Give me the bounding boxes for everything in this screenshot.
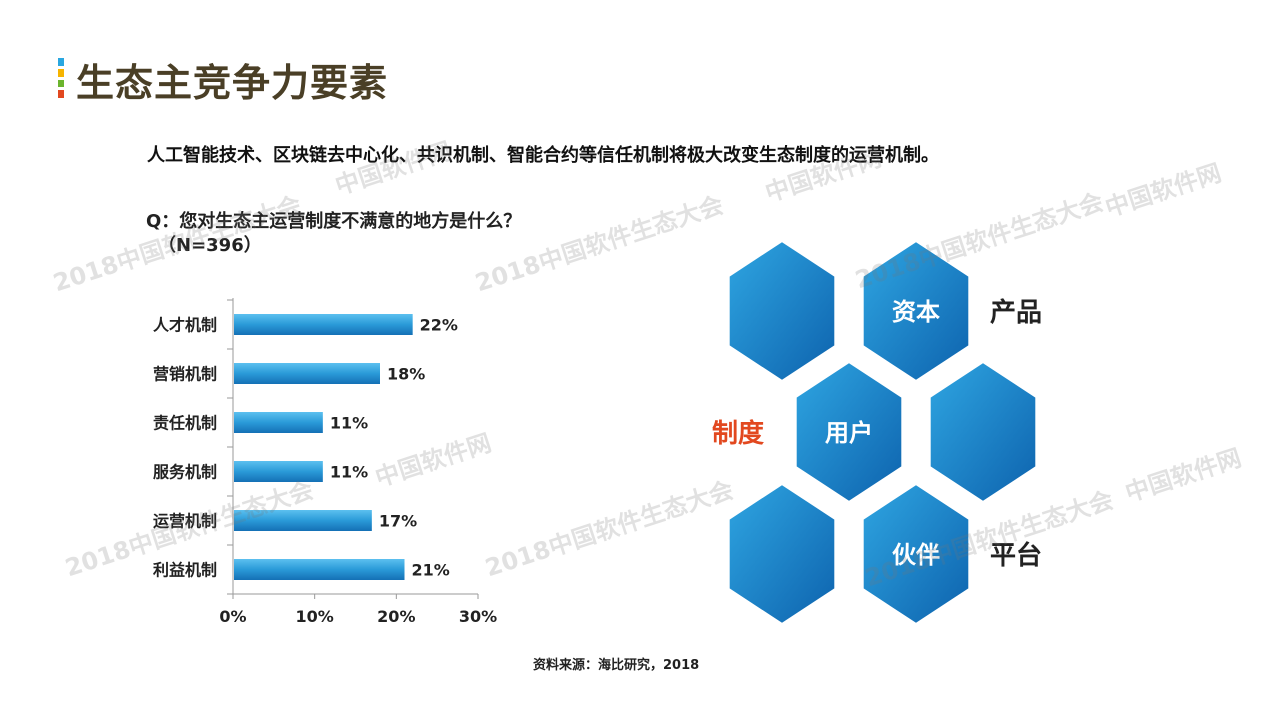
category-label: 利益机制 [153,561,217,580]
x-tick-label: 30% [459,607,497,626]
category-label: 责任机制 [153,414,217,433]
bar [234,461,323,482]
data-label: 11% [330,463,368,482]
accent-segment-green [58,79,64,88]
question-text: Q：您对生态主运营制度不满意的地方是什么？ [146,211,522,232]
hexagon [928,360,1038,504]
hex-label: 伙伴 [892,541,940,569]
data-label: 18% [387,365,425,384]
hexagon [727,482,837,626]
accent-segment-blue [58,58,64,66]
category-label: 人才机制 [153,316,217,335]
hexagon [861,239,971,383]
data-label: 22% [420,316,458,335]
category-label: 营销机制 [153,365,217,384]
page-title: 生态主竞争力要素 [76,61,389,105]
watermark-6: 中国软件网 [1101,158,1225,223]
side-label: 产品 [990,298,1042,328]
side-label: 平台 [990,540,1042,571]
x-tick-label: 0% [219,607,246,626]
data-source: 资料来源：海比研究，2018 [533,658,700,673]
hex-label: 资本 [892,298,940,326]
data-label: 17% [379,512,417,531]
hex-label: 用户 [825,419,873,447]
x-tick-label: 20% [377,607,415,626]
bar [234,363,380,384]
side-label: 制度 [712,418,764,449]
category-label: 运营机制 [153,512,217,531]
page-subtitle: 人工智能技术、区块链去中心化、共识机制、智能合约等信任机制将极大改变生态制度的运… [147,145,939,166]
bar [234,412,323,433]
hexagon [727,239,837,383]
watermark-10: 中国软件网 [1121,443,1245,508]
hexagon [794,360,904,504]
category-label: 服务机制 [153,463,217,482]
bar [234,559,405,580]
hexagon [861,482,971,626]
sample-size: （N=396） [158,235,262,256]
survey-question: Q：您对生态主运营制度不满意的地方是什么？ （N=396） [146,210,521,258]
bar [234,510,372,531]
x-tick-label: 10% [296,607,334,626]
bar [234,314,413,335]
bar-chart: 人才机制 22% 营销机制 18% 责任机制 11% 服务机制 11% 运营机制 17% 利益机制 2… [153,298,497,626]
accent-segment-yellow [58,68,64,77]
title-accent-bar [58,58,64,98]
accent-segment-red [58,90,64,98]
data-label: 11% [330,414,368,433]
data-label: 21% [412,561,450,580]
